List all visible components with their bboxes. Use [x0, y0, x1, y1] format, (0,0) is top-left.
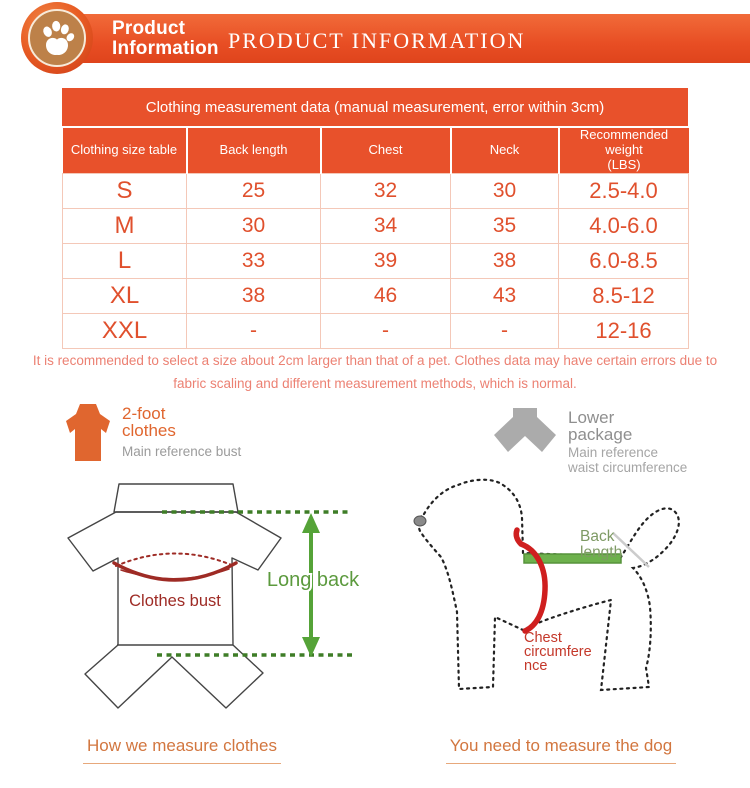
badge-title-line2: Information: [112, 38, 219, 59]
col-header-neck: Neck: [449, 128, 559, 174]
cell-weight: 12-16: [558, 312, 689, 349]
legend-clothes-title-line2: clothes: [122, 421, 176, 440]
col-header-chest: Chest: [319, 128, 451, 174]
long-back-label: Long back: [267, 569, 360, 591]
paw-icon: [43, 20, 75, 55]
legend-clothes-title-line1: 2-foot: [122, 404, 166, 423]
badge-title: Product Information: [112, 19, 219, 59]
clothes-bust-arc: [112, 552, 238, 582]
svg-text:Chest: Chest: [524, 630, 562, 646]
cell-back-length: 25: [186, 172, 321, 209]
cell-neck: 43: [450, 277, 559, 314]
table-row: XL 38 46 43 8.5-12: [62, 277, 689, 314]
caption-measure-dog: You need to measure the dog: [436, 736, 686, 764]
cell-weight: 6.0-8.5: [558, 242, 689, 279]
dog-nose: [413, 515, 427, 527]
cell-size: S: [62, 172, 187, 209]
size-note: It is recommended to select a size about…: [32, 353, 718, 391]
table-row: XXL - - - 12-16: [62, 312, 689, 349]
cell-chest: 39: [320, 242, 451, 279]
chest-circumference-arc: [513, 527, 548, 634]
svg-text:nce: nce: [524, 658, 547, 674]
legend-lower-subtitle-line1: Main reference: [568, 445, 659, 460]
cell-weight: 4.0-6.0: [558, 207, 689, 244]
header-ribbon: [57, 14, 750, 63]
table-row: M 30 34 35 4.0-6.0: [62, 207, 689, 244]
cell-neck: -: [450, 312, 559, 349]
col-header-weight: Recommended weight (LBS): [557, 127, 689, 174]
back-length-bar: [523, 553, 622, 564]
col-header-weight-line2: (LBS): [607, 156, 641, 172]
back-length-label: Back length: [580, 528, 622, 561]
back-length-pointer-line: [612, 532, 650, 568]
cell-neck: 30: [450, 172, 559, 209]
legend-clothes-subtitle: Main reference bust: [122, 444, 242, 459]
cell-weight: 8.5-12: [558, 277, 689, 314]
svg-text:circumfere: circumfere: [524, 644, 592, 660]
legend-lower-title-line1: Lower: [568, 408, 615, 427]
page-title: PRODUCT INFORMATION: [228, 28, 526, 53]
legend-lower-title-line2: package: [568, 425, 633, 444]
cell-back-length: 33: [186, 242, 321, 279]
col-header-size: Clothing size table: [62, 128, 187, 174]
long-back-dashed-lines: [157, 510, 352, 657]
table-row: L 33 39 38 6.0-8.5: [62, 242, 689, 279]
cell-back-length: 38: [186, 277, 321, 314]
legend-lower-subtitle-line2: waist circumference: [568, 459, 688, 475]
cell-neck: 38: [450, 242, 559, 279]
dog-measure-diagram: Back length Chest circumfere nce: [413, 478, 680, 692]
badge-title-line1: Product: [112, 18, 186, 39]
svg-text:Back: Back: [580, 528, 615, 545]
cell-chest: 34: [320, 207, 451, 244]
long-back-arrow: [302, 513, 320, 657]
header-row: Clothing size table Back length Chest Ne…: [62, 127, 689, 174]
size-table-title: Clothing measurement data (manual measur…: [62, 88, 688, 128]
cell-size: XXL: [62, 312, 187, 349]
cell-size: L: [62, 242, 187, 279]
cell-chest: 32: [320, 172, 451, 209]
clothes-bust-label: Clothes bust: [129, 592, 221, 610]
cell-size: XL: [62, 277, 187, 314]
cell-back-length: 30: [186, 207, 321, 244]
cell-chest: 46: [320, 277, 451, 314]
table-row: S 25 32 30 2.5-4.0: [62, 172, 689, 209]
paw-badge-inner: [28, 9, 86, 67]
dog-outline: [417, 478, 680, 692]
clothes-icon: [66, 404, 110, 461]
size-table-section: Clothing measurement data (manual measur…: [62, 88, 689, 349]
chest-circumference-label: Chest circumfere nce: [524, 630, 592, 674]
cell-chest: -: [320, 312, 451, 349]
legend-lower-package: Lower package Main reference waist circu…: [494, 408, 687, 475]
col-header-weight-line1: Recommended weight: [579, 127, 669, 157]
size-table: Clothing size table Back length Chest Ne…: [62, 127, 689, 349]
clothes-measure-diagram: Clothes bust Long back: [67, 483, 362, 709]
legend-clothes: 2-foot clothes Main reference bust: [66, 404, 241, 462]
cell-neck: 35: [450, 207, 559, 244]
svg-text:length: length: [580, 544, 622, 561]
caption-measure-clothes: How we measure clothes: [58, 736, 306, 764]
paw-badge: [21, 2, 93, 74]
lower-package-icon: [494, 408, 556, 452]
col-header-back-length: Back length: [185, 128, 321, 174]
cell-weight: 2.5-4.0: [558, 172, 689, 209]
cell-size: M: [62, 207, 187, 244]
cell-back-length: -: [186, 312, 321, 349]
